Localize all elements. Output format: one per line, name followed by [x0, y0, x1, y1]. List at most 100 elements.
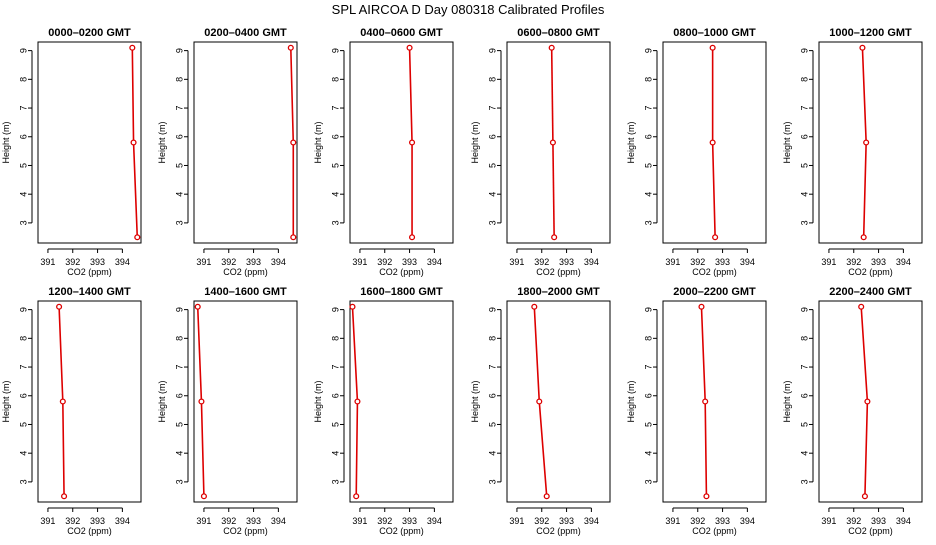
- y-tick-label: 6: [799, 393, 809, 398]
- data-point: [61, 493, 68, 500]
- x-tick-label: 391: [352, 257, 367, 267]
- y-tick-label: 8: [174, 336, 184, 341]
- y-tick-label: 5: [487, 422, 497, 427]
- panel-title: 0600–0800 GMT: [517, 27, 600, 39]
- panel-title: 1400–1600 GMT: [204, 286, 287, 298]
- x-tick-label: 394: [427, 257, 442, 267]
- x-tick-label: 394: [115, 257, 130, 267]
- plot-frame: [349, 41, 454, 244]
- x-tick-label: 392: [534, 516, 549, 526]
- y-tick-label: 7: [330, 106, 340, 111]
- data-point: [863, 139, 870, 146]
- data-point: [353, 493, 360, 500]
- y-axis-label: Height (m): [782, 121, 792, 163]
- y-tick-label: 9: [487, 307, 497, 312]
- y-axis-label: Height (m): [157, 380, 167, 422]
- y-axis-label: Height (m): [157, 121, 167, 163]
- y-tick-label: 7: [643, 106, 653, 111]
- x-tick-label: 393: [559, 516, 574, 526]
- panel-title: 1200–1400 GMT: [48, 286, 131, 298]
- x-tick-label: 391: [196, 516, 211, 526]
- data-point: [59, 398, 66, 405]
- y-axis-label: Height (m): [626, 121, 636, 163]
- x-tick-label: 393: [402, 516, 417, 526]
- x-axis-label: CO2 (ppm): [67, 267, 112, 277]
- y-tick-label: 6: [487, 134, 497, 139]
- y-tick-label: 3: [487, 479, 497, 484]
- x-tick-label: 393: [559, 257, 574, 267]
- y-tick-label: 4: [330, 451, 340, 456]
- y-tick-label: 4: [487, 192, 497, 197]
- y-axis-label: Height (m): [313, 380, 323, 422]
- x-tick-label: 394: [584, 257, 599, 267]
- y-tick-label: 8: [174, 77, 184, 82]
- y-tick-label: 3: [643, 220, 653, 225]
- data-point: [859, 44, 866, 51]
- y-tick-label: 6: [330, 134, 340, 139]
- plot-frame: [662, 300, 767, 503]
- x-tick-label: 392: [534, 257, 549, 267]
- y-tick-label: 7: [330, 365, 340, 370]
- y-tick-label: 3: [643, 479, 653, 484]
- y-tick-label: 9: [799, 48, 809, 53]
- y-tick-label: 9: [18, 307, 28, 312]
- data-point: [858, 303, 865, 310]
- y-tick-label: 9: [330, 48, 340, 53]
- y-tick-label: 3: [18, 220, 28, 225]
- panel-title: 0800–1000 GMT: [673, 27, 756, 39]
- data-point: [194, 303, 201, 310]
- panel-title: 1800–2000 GMT: [517, 286, 600, 298]
- x-tick-label: 391: [821, 257, 836, 267]
- y-tick-label: 7: [174, 106, 184, 111]
- y-tick-label: 5: [18, 163, 28, 168]
- data-point: [861, 493, 868, 500]
- y-tick-label: 7: [18, 106, 28, 111]
- x-tick-label: 394: [271, 516, 286, 526]
- y-tick-label: 5: [799, 422, 809, 427]
- y-tick-label: 6: [643, 134, 653, 139]
- panel-title: 0000–0200 GMT: [48, 27, 131, 39]
- y-axis-label: Height (m): [782, 380, 792, 422]
- x-tick-label: 392: [65, 257, 80, 267]
- x-tick-label: 392: [846, 257, 861, 267]
- x-tick-label: 394: [896, 516, 911, 526]
- y-tick-label: 9: [643, 48, 653, 53]
- y-tick-label: 7: [18, 365, 28, 370]
- y-tick-label: 9: [330, 307, 340, 312]
- panel-title: 2000–2200 GMT: [673, 286, 756, 298]
- y-tick-label: 4: [330, 192, 340, 197]
- y-tick-label: 6: [174, 134, 184, 139]
- data-point: [408, 234, 416, 241]
- y-tick-label: 8: [643, 336, 653, 341]
- x-tick-label: 391: [509, 516, 524, 526]
- y-tick-label: 9: [174, 307, 184, 312]
- y-tick-label: 5: [799, 163, 809, 168]
- y-tick-label: 6: [18, 134, 28, 139]
- plot-frame: [193, 300, 298, 503]
- y-tick-label: 3: [174, 220, 184, 225]
- x-tick-label: 393: [715, 516, 730, 526]
- x-axis-label: CO2 (ppm): [692, 267, 737, 277]
- x-tick-label: 393: [246, 516, 261, 526]
- plot-frame: [349, 300, 454, 503]
- x-axis-label: CO2 (ppm): [67, 526, 112, 536]
- data-point: [864, 398, 871, 405]
- panel-title: 0200–0400 GMT: [204, 27, 287, 39]
- y-tick-label: 6: [330, 393, 340, 398]
- y-tick-label: 9: [18, 48, 28, 53]
- x-axis-label: CO2 (ppm): [848, 267, 893, 277]
- y-tick-label: 6: [18, 393, 28, 398]
- data-point: [549, 139, 556, 146]
- y-tick-label: 4: [799, 192, 809, 197]
- y-tick-label: 7: [174, 365, 184, 370]
- data-point: [354, 398, 361, 405]
- x-tick-label: 391: [40, 257, 55, 267]
- x-axis-label: CO2 (ppm): [379, 526, 424, 536]
- x-tick-label: 392: [377, 516, 392, 526]
